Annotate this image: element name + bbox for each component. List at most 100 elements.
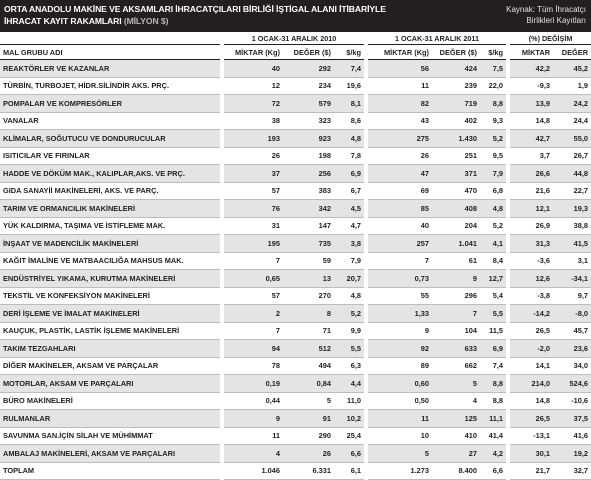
row-label: KLİMALAR, SOĞUTUCU VE DONDURUCULAR	[0, 129, 222, 148]
title-unit: (MİLYON $)	[123, 16, 169, 26]
cell: 5,5	[334, 339, 367, 358]
cell: 6,9	[334, 164, 367, 183]
cell: 12,1	[506, 199, 554, 218]
cell: -10,6	[553, 392, 591, 410]
cell: 26	[220, 147, 283, 165]
cell: 579	[283, 94, 334, 113]
cell: 494	[283, 357, 334, 375]
cell: 5	[283, 392, 334, 410]
cell: 7,9	[334, 252, 367, 270]
table-row: VANALAR 38 323 8,6 43 402 9,3 14,8 24,4	[0, 112, 591, 130]
cell: 10,2	[334, 409, 367, 428]
cell: 342	[283, 199, 334, 218]
cell: 11,1	[480, 409, 509, 428]
cell: 41,5	[553, 234, 591, 253]
cell: 57	[220, 182, 283, 200]
cell: 11,0	[334, 392, 367, 410]
cell: -2,0	[506, 339, 554, 358]
column-header: MİKTAR (Kg)	[220, 44, 283, 60]
cell: 4,4	[334, 374, 367, 393]
row-label: İNŞAAT VE MADENCİLİK MAKİNELERİ	[0, 234, 222, 253]
cell: 662	[432, 357, 481, 375]
row-label: ENDÜSTRİYEL YIKAMA, KURUTMA MAKİNELERİ	[0, 269, 222, 288]
table-row: GIDA SANAYİİ MAKİNELERİ, AKS. VE PARÇ. 57…	[0, 182, 591, 200]
cell: 27	[432, 444, 481, 463]
cell: 9,3	[480, 112, 509, 130]
cell: 43	[364, 112, 433, 130]
column-header: $/kg	[334, 44, 367, 60]
cell: 470	[432, 182, 481, 200]
cell: 76	[220, 199, 283, 218]
row-label: TEKSTİL VE KONFEKSİYON MAKİNELERİ	[0, 287, 222, 305]
cell: 0,65	[220, 269, 283, 288]
cell: 11	[364, 409, 433, 428]
cell: 4,2	[480, 444, 509, 463]
row-label: DERİ İŞLEME VE İMALAT MAKİNELERİ	[0, 304, 222, 323]
cell: 11,5	[480, 322, 509, 340]
cell: 55,0	[553, 129, 591, 148]
cell: -3,6	[506, 252, 554, 270]
cell: 82	[364, 94, 433, 113]
table-row: DİĞER MAKİNELER, AKSAM VE PARÇALAR 78 494 6…	[0, 357, 591, 375]
column-header: $/kg	[480, 44, 509, 60]
cell: 24,2	[553, 94, 591, 113]
cell: 5	[364, 444, 433, 463]
cell: 3,8	[334, 234, 367, 253]
cell: 71	[283, 322, 334, 340]
cell: 4,8	[480, 199, 509, 218]
cell: 55	[364, 287, 433, 305]
cell: 524,6	[553, 374, 591, 393]
cell: 42,7	[506, 129, 554, 148]
cell: 371	[432, 164, 481, 183]
cell: 26,7	[553, 147, 591, 165]
title-line: İHRACAT KAYIT RAKAMLARI (MİLYON $)	[4, 15, 587, 27]
cell: 147	[283, 217, 334, 235]
cell: 4,1	[480, 234, 509, 253]
cell: 239	[432, 77, 481, 95]
cell: -8,0	[553, 304, 591, 323]
cell: 26,5	[506, 322, 554, 340]
cell: 1,33	[364, 304, 433, 323]
cell: 198	[283, 147, 334, 165]
row-label: TAKIM TEZGAHLARI	[0, 339, 222, 358]
cell: 12	[220, 77, 283, 95]
cell: 13	[283, 269, 334, 288]
cell: 25,4	[334, 427, 367, 445]
group-header-row: 1 OCAK-31 ARALIK 2010 1 OCAK-31 ARALIK 20…	[0, 32, 591, 45]
cell: 0,73	[364, 269, 433, 288]
cell: -14,2	[506, 304, 554, 323]
cell: 41,6	[553, 427, 591, 445]
cell: 40	[220, 59, 283, 78]
table-row: YÜK KALDIRMA, TAŞIMA VE İSTİFLEME MAK. 31…	[0, 217, 591, 235]
cell: 6,3	[334, 357, 367, 375]
table-row: MOTORLAR, AKSAM VE PARÇALARI 0,19 0,84 4,4 0…	[0, 374, 591, 393]
cell: 6,6	[480, 462, 509, 480]
cell: 34,0	[553, 357, 591, 375]
cell: 6,7	[334, 182, 367, 200]
cell: 6,1	[334, 462, 367, 480]
cell: 1.273	[364, 462, 433, 480]
cell: 8,1	[334, 94, 367, 113]
cell: 7,5	[480, 59, 509, 78]
cell: 408	[432, 199, 481, 218]
cell: 6,6	[334, 444, 367, 463]
table-row: SAVUNMA SAN.İÇİN SİLAH VE MÜHİMMAT 11 290 2…	[0, 427, 591, 445]
cell: -3,8	[506, 287, 554, 305]
row-label: MOTORLAR, AKSAM VE PARÇALARI	[0, 374, 222, 393]
table-row: TARIM VE ORMANCILIK MAKİNELERİ 76 342 4,5 85…	[0, 199, 591, 218]
cell: 7	[220, 252, 283, 270]
cell: 9	[432, 269, 481, 288]
row-label: AMBALAJ MAKİNELERİ, AKSAM VE PARÇALARI	[0, 444, 222, 463]
cell: 14,8	[506, 392, 554, 410]
cell: 5,4	[480, 287, 509, 305]
row-label: TARIM VE ORMANCILIK MAKİNELERİ	[0, 199, 222, 218]
cell: 57	[220, 287, 283, 305]
cell: 5,2	[480, 129, 509, 148]
row-label: DİĞER MAKİNELER, AKSAM VE PARÇALAR	[0, 357, 222, 375]
cell: 8,4	[480, 252, 509, 270]
table-row: TAKIM TEZGAHLARI 94 512 5,5 92 633 6,9 -2,0 23,6	[0, 339, 591, 358]
cell: 292	[283, 59, 334, 78]
cell: 1,9	[553, 77, 591, 95]
group-header: 1 OCAK-31 ARALIK 2011	[364, 32, 509, 45]
